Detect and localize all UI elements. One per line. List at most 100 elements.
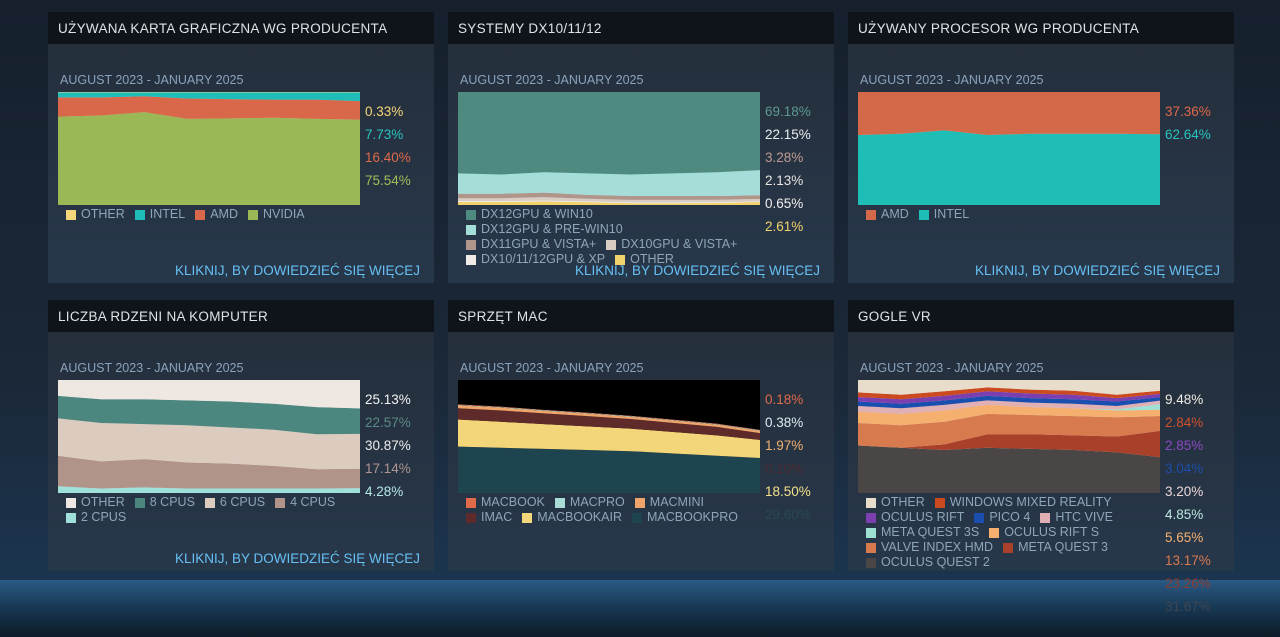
area-macmini bbox=[458, 405, 760, 434]
legend-item: OCULUS RIFT bbox=[866, 510, 964, 525]
legend-item: DX12GPU & PRE-WIN10 bbox=[466, 222, 623, 237]
legend-swatch bbox=[275, 497, 286, 508]
legend-item: META QUEST 3S bbox=[866, 525, 979, 540]
series-value: 0.38% bbox=[765, 415, 804, 430]
learn-more-link[interactable]: KLIKNIJ, BY DOWIEDZIEĆ SIĘ WIĘCEJ bbox=[574, 263, 820, 278]
legend-swatch bbox=[918, 209, 929, 220]
legend: MACBOOK MACPRO MACMINI IMAC MACBOOKAIR MACBOO… bbox=[466, 495, 762, 525]
legend-swatch bbox=[466, 497, 476, 508]
legend-label: 4 CPUS bbox=[290, 495, 336, 509]
learn-more-link[interactable]: KLIKNIJ, BY DOWIEDZIEĆ SIĘ WIĘCEJ bbox=[174, 551, 420, 566]
legend-label: MACBOOKAIR bbox=[537, 510, 622, 524]
legend-item: PICO 4 bbox=[974, 510, 1030, 525]
legend-swatch bbox=[606, 239, 617, 250]
legend-swatch bbox=[866, 527, 876, 538]
area-6-cpus bbox=[58, 418, 360, 470]
legend-item: NVIDIA bbox=[247, 207, 305, 222]
legend-swatch bbox=[866, 497, 876, 508]
legend: AMD INTEL bbox=[866, 207, 1162, 222]
panel-title: LICZBA RDZENI NA KOMPUTER bbox=[48, 300, 434, 332]
legend-label: WINDOWS MIXED REALITY bbox=[949, 495, 1112, 509]
legend-label: META QUEST 3 bbox=[1018, 540, 1108, 554]
panel-body: AUGUST 2023 - JANUARY 2025 69.18% 22.15% 3.… bbox=[448, 44, 834, 283]
legend-swatch bbox=[66, 497, 76, 508]
stacked-area-chart bbox=[58, 92, 360, 205]
legend-label: 6 CPUS bbox=[219, 495, 266, 509]
series-value: 3.20% bbox=[1165, 484, 1204, 499]
series-value: 0.10% bbox=[765, 461, 804, 476]
legend-item: OTHER bbox=[866, 495, 925, 510]
legend-item: DX10GPU & VISTA+ bbox=[606, 237, 737, 252]
legend-label: MACMINI bbox=[649, 495, 704, 509]
panel-0: UŻYWANA KARTA GRAFICZNA WG PRODUCENTA AUG… bbox=[48, 12, 434, 283]
legend-label: AMD bbox=[881, 207, 909, 221]
date-range: AUGUST 2023 - JANUARY 2025 bbox=[460, 73, 644, 87]
legend-label: DX10/11/12GPU & XP bbox=[481, 252, 606, 266]
legend-label: OTHER bbox=[881, 495, 925, 509]
legend-swatch bbox=[134, 497, 145, 508]
date-range: AUGUST 2023 - JANUARY 2025 bbox=[60, 73, 244, 87]
area-top-fill bbox=[858, 380, 1160, 388]
legend-item: INTEL bbox=[134, 207, 185, 222]
legend-item: IMAC bbox=[466, 510, 512, 525]
series-value: 18.50% bbox=[765, 484, 811, 499]
legend-swatch bbox=[247, 209, 258, 220]
series-value: 22.57% bbox=[365, 415, 411, 430]
stacked-area-chart bbox=[858, 380, 1160, 493]
legend-item: DX12GPU & WIN10 bbox=[466, 207, 593, 222]
series-value: 29.60% bbox=[765, 507, 811, 522]
date-range: AUGUST 2023 - JANUARY 2025 bbox=[860, 73, 1044, 87]
panel-title: GOGLE VR bbox=[848, 300, 1234, 332]
legend-swatch bbox=[554, 497, 565, 508]
legend-swatch bbox=[466, 254, 476, 265]
area-htc-vive bbox=[858, 400, 1160, 414]
legend-label: META QUEST 3S bbox=[881, 525, 980, 539]
value-list: 0.18% 0.38% 1.97% 0.10% 18.50% 29.60% bbox=[765, 388, 811, 526]
legend-swatch bbox=[522, 512, 533, 523]
legend-swatch bbox=[989, 527, 1000, 538]
legend-label: NVIDIA bbox=[262, 207, 305, 221]
series-value: 3.04% bbox=[1165, 461, 1204, 476]
date-range: AUGUST 2023 - JANUARY 2025 bbox=[860, 361, 1044, 375]
value-list: 0.33% 7.73% 16.40% 75.54% bbox=[365, 100, 411, 192]
learn-more-link[interactable]: KLIKNIJ, BY DOWIEDZIEĆ SIĘ WIĘCEJ bbox=[974, 263, 1220, 278]
legend-item: OCULUS RIFT S bbox=[989, 525, 1099, 540]
series-value: 9.48% bbox=[1165, 392, 1204, 407]
panel-body: AUGUST 2023 - JANUARY 2025 0.18% 0.38% 1.97… bbox=[448, 332, 834, 571]
stacked-area-chart bbox=[458, 92, 760, 205]
legend-label: DX11GPU & VISTA+ bbox=[481, 237, 597, 251]
legend-item: 6 CPUS bbox=[204, 495, 266, 510]
legend-label: OCULUS QUEST 2 bbox=[881, 555, 990, 569]
series-value: 30.87% bbox=[365, 438, 411, 453]
legend-label: HTC VIVE bbox=[1055, 510, 1113, 524]
legend-swatch bbox=[632, 512, 642, 523]
footer-glow bbox=[0, 580, 1280, 637]
legend-item: HTC VIVE bbox=[1040, 510, 1113, 525]
series-value: 5.65% bbox=[1165, 530, 1204, 545]
legend-label: MACBOOKPRO bbox=[647, 510, 738, 524]
series-value: 22.15% bbox=[765, 127, 811, 142]
learn-more-link[interactable]: KLIKNIJ, BY DOWIEDZIEĆ SIĘ WIĘCEJ bbox=[174, 263, 420, 278]
legend-label: MACPRO bbox=[569, 495, 625, 509]
legend: OTHER 8 CPUS 6 CPUS 4 CPUS 2 CPUS bbox=[66, 495, 362, 525]
legend-item: 4 CPUS bbox=[275, 495, 335, 510]
area-macbookair bbox=[458, 419, 760, 458]
panel-body: AUGUST 2023 - JANUARY 2025 37.36% 62.64% AM… bbox=[848, 44, 1234, 283]
legend-swatch bbox=[134, 209, 145, 220]
legend-swatch bbox=[1003, 542, 1014, 553]
value-list: 25.13% 22.57% 30.87% 17.14% 4.28% bbox=[365, 388, 411, 503]
series-value: 31.67% bbox=[1165, 599, 1211, 614]
area-other bbox=[58, 380, 360, 409]
value-list: 69.18% 22.15% 3.28% 2.13% 0.65% 2.61% bbox=[765, 100, 811, 238]
area-2-cpus bbox=[58, 486, 360, 493]
series-value: 0.18% bbox=[765, 392, 804, 407]
legend-swatch bbox=[1040, 512, 1051, 523]
series-value: 2.13% bbox=[765, 173, 804, 188]
area-dx12gpu-pre-win10 bbox=[458, 170, 760, 196]
stacked-area-chart bbox=[458, 380, 760, 493]
legend-label: OCULUS RIFT bbox=[881, 510, 965, 524]
legend-label: OCULUS RIFT S bbox=[1004, 525, 1100, 539]
legend-item: OTHER bbox=[66, 495, 125, 510]
legend-swatch bbox=[634, 497, 645, 508]
legend-item: MACBOOK bbox=[466, 495, 545, 510]
